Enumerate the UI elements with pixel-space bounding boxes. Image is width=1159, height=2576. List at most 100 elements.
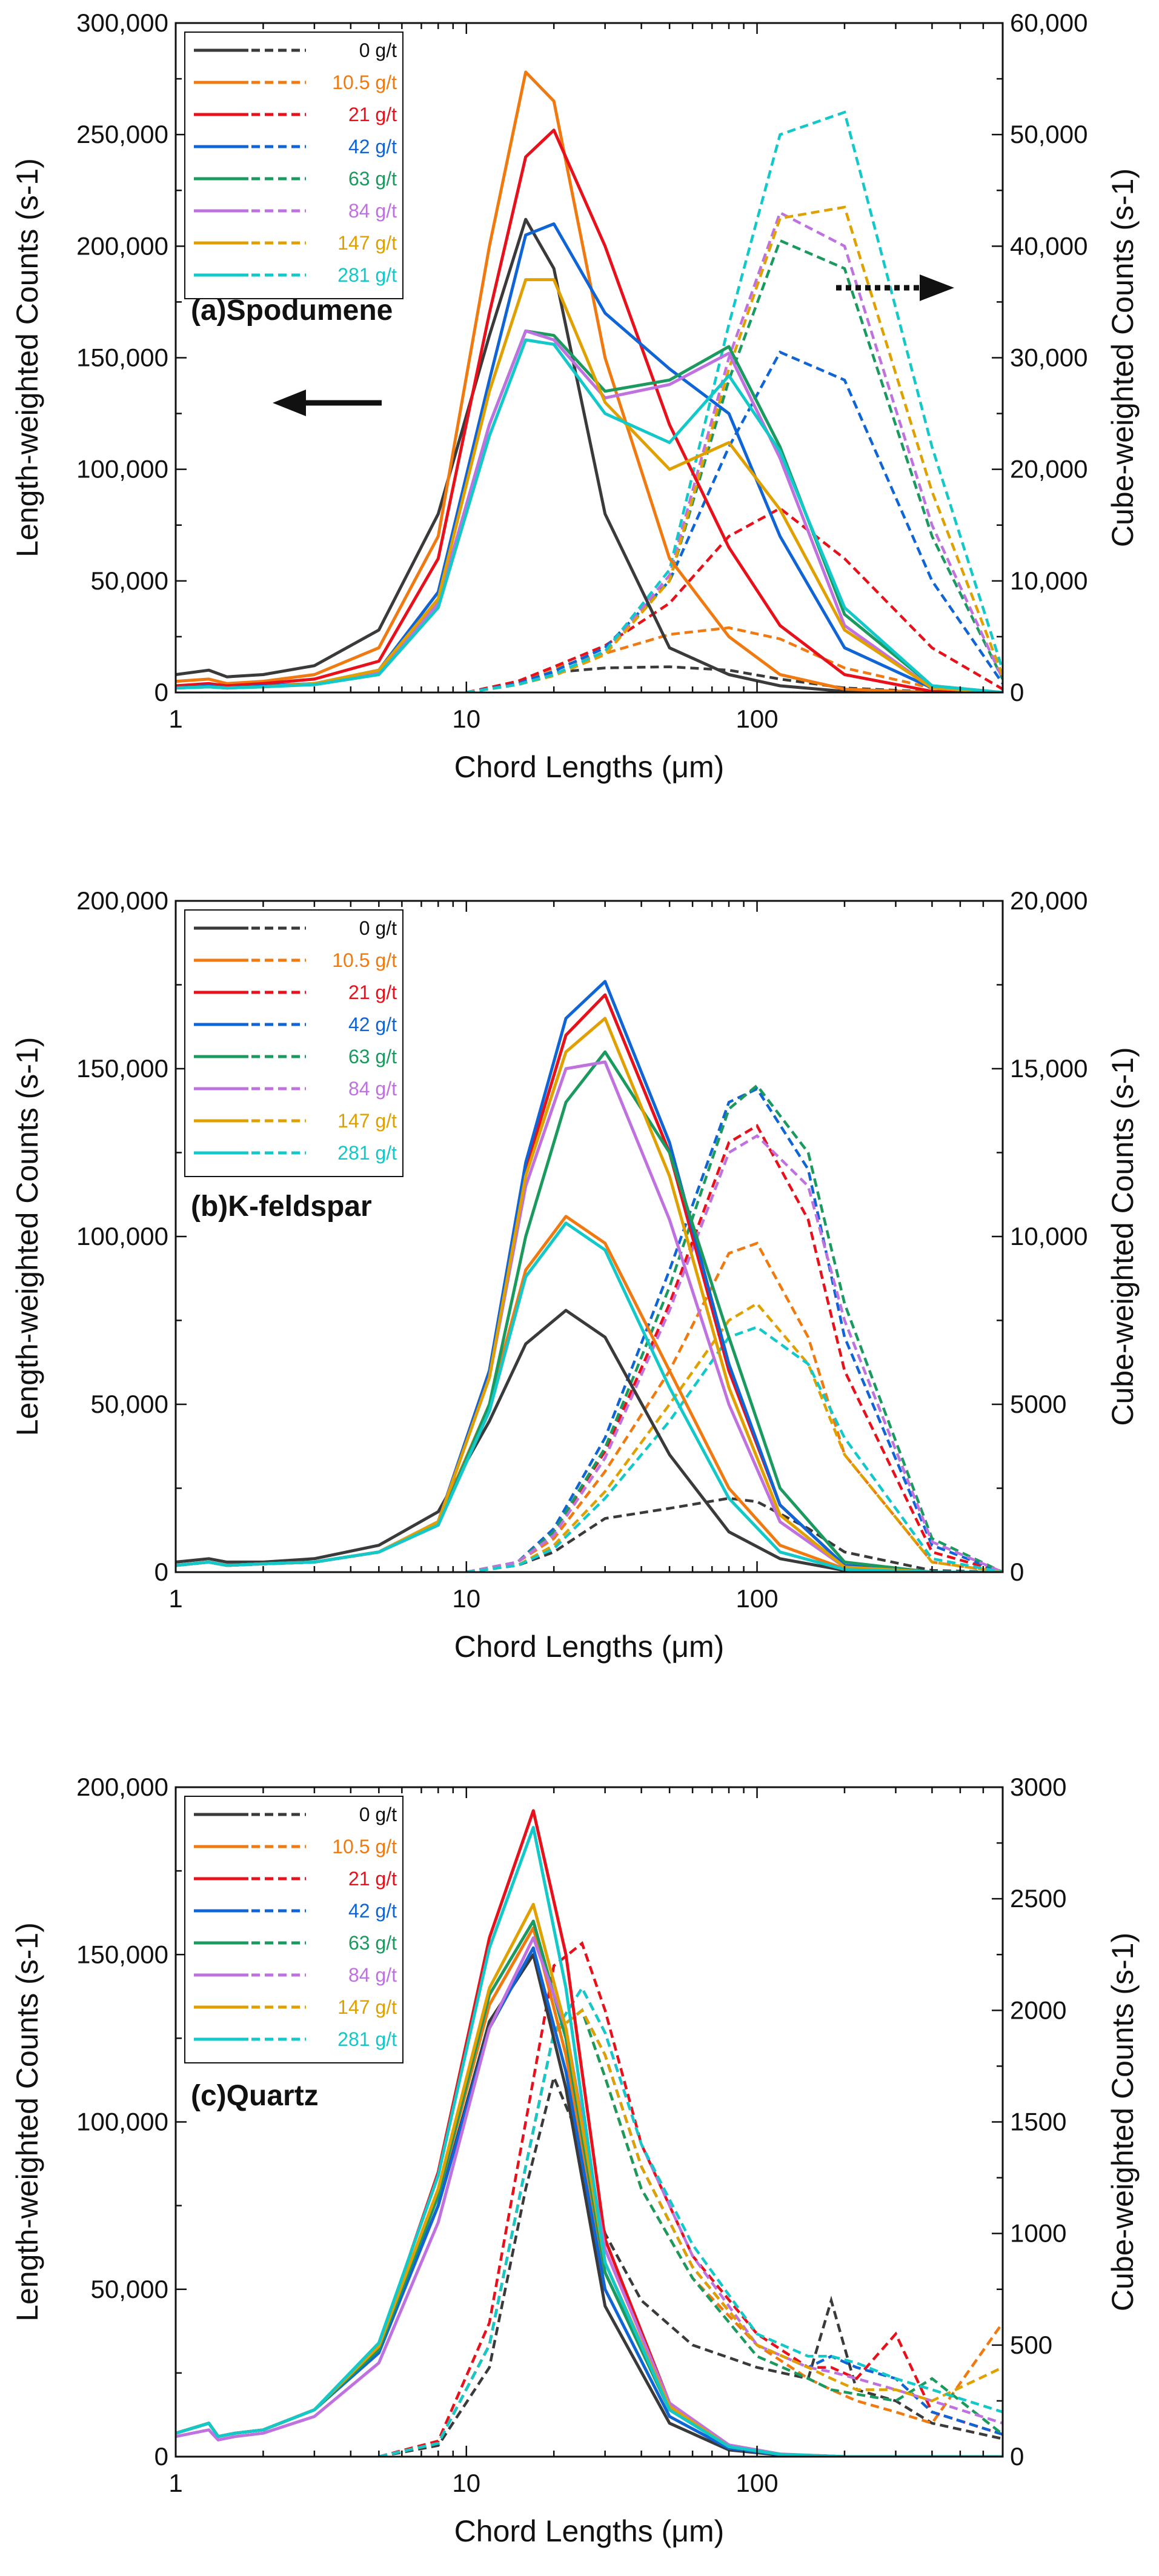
y2-tick-label: 20,000 xyxy=(1010,886,1088,915)
y-tick-label: 0 xyxy=(154,678,168,706)
panel-2: 1 10 100 0 50,000 100,000 150,000 200,000 0 5000 1… xyxy=(10,886,1140,1664)
legend-label: 281 g/t xyxy=(337,264,397,286)
y2-tick-label: 0 xyxy=(1010,2442,1024,2471)
y-tick-label: 250,000 xyxy=(76,120,168,148)
y-tick-label: 50,000 xyxy=(91,1390,168,1418)
legend-label: 21 g/t xyxy=(348,104,397,125)
legend-label: 42 g/t xyxy=(348,136,397,158)
series-dashed-147 xyxy=(466,1301,1003,1572)
series-dashed-42 xyxy=(466,1087,1003,1572)
x-tick-label: 100 xyxy=(736,705,779,733)
legend: 0 g/t 10.5 g/t 21 g/t 42 g/t 63 g/t 84 g/t 147… xyxy=(184,909,403,1177)
legend-label: 10.5 g/t xyxy=(332,949,397,971)
y-tick-label: 100,000 xyxy=(76,1222,168,1250)
legend-label: 42 g/t xyxy=(348,1014,397,1035)
y2-tick-label: 1000 xyxy=(1010,2219,1066,2248)
series-dashed-63 xyxy=(466,239,1003,692)
legend-label: 42 g/t xyxy=(348,1900,397,1922)
series-dashed-147 xyxy=(378,2008,1003,2457)
series-solid-10_5 xyxy=(176,70,1003,692)
panel-title: (c)Quartz xyxy=(191,2080,319,2112)
series-dashed-10_5 xyxy=(466,1241,1003,1572)
y2-tick-label: 500 xyxy=(1010,2331,1052,2359)
x-tick-label: 1 xyxy=(168,2469,182,2497)
left-arrow-head xyxy=(273,390,306,416)
legend-label: 84 g/t xyxy=(348,200,397,222)
series-solid-10_5 xyxy=(176,1215,1003,1572)
y-axis-title: Length-weighted Counts (s-1) xyxy=(10,1037,44,1436)
series-solid-147 xyxy=(176,278,1003,692)
legend-label: 281 g/t xyxy=(337,2028,397,2050)
y2-tick-label: 30,000 xyxy=(1010,344,1088,372)
y2-tick-label: 1500 xyxy=(1010,2108,1066,2136)
y-tick-label: 50,000 xyxy=(91,2275,168,2303)
y-axis-title: Length-weighted Counts (s-1) xyxy=(10,1922,44,2322)
y-tick-label: 100,000 xyxy=(76,455,168,483)
y2-tick-label: 5000 xyxy=(1010,1390,1066,1418)
series-dashed-42 xyxy=(466,350,1003,692)
legend: 0 g/t 10.5 g/t 21 g/t 42 g/t 63 g/t 84 g/t 147… xyxy=(184,32,403,299)
y2-tick-label: 10,000 xyxy=(1010,566,1088,595)
y2-axis-title: Cube-weighted Counts (s-1) xyxy=(1106,1047,1140,1426)
legend-box xyxy=(184,909,403,1177)
y-tick-label: 150,000 xyxy=(76,344,168,372)
series-dashed-281 xyxy=(378,1985,1003,2457)
legend-label: 0 g/t xyxy=(359,917,397,939)
series-dashed-84 xyxy=(466,1134,1003,1572)
y-tick-label: 300,000 xyxy=(76,8,168,37)
legend: 0 g/t 10.5 g/t 21 g/t 42 g/t 63 g/t 84 g/t 147… xyxy=(184,1796,403,2063)
series-solid-281 xyxy=(176,1221,1003,1572)
series-dashed-0 xyxy=(378,2073,1003,2457)
x-tick-label: 100 xyxy=(736,2469,779,2497)
y-tick-label: 0 xyxy=(154,1558,168,1586)
legend-label: 0 g/t xyxy=(359,1804,397,1825)
x-axis-title: Chord Lengths (μm) xyxy=(454,750,725,784)
y-tick-label: 100,000 xyxy=(76,2108,168,2136)
y-tick-label: 0 xyxy=(154,2442,168,2471)
x-tick-label: 1 xyxy=(168,705,182,733)
y2-tick-label: 10,000 xyxy=(1010,1222,1088,1250)
y-tick-label: 200,000 xyxy=(76,231,168,260)
y2-tick-label: 0 xyxy=(1010,678,1024,706)
series-dashed-84 xyxy=(378,1985,1003,2457)
series-dashed-21 xyxy=(378,1941,1003,2457)
legend-label: 147 g/t xyxy=(337,1110,397,1132)
legend-label: 281 g/t xyxy=(337,1142,397,1164)
legend-box xyxy=(184,32,403,299)
series-solid-21 xyxy=(176,128,1003,692)
legend-label: 63 g/t xyxy=(348,168,397,190)
y2-tick-label: 60,000 xyxy=(1010,8,1088,37)
y-tick-label: 50,000 xyxy=(91,566,168,595)
x-tick-label: 10 xyxy=(452,2469,480,2497)
series-solid-0 xyxy=(176,217,1003,692)
y-axis-title: Length-weighted Counts (s-1) xyxy=(10,158,44,557)
y2-axis-title: Cube-weighted Counts (s-1) xyxy=(1106,1933,1140,2311)
x-tick-label: 100 xyxy=(736,1584,779,1613)
series-dashed-21 xyxy=(466,506,1003,692)
series-solid-281 xyxy=(176,338,1003,692)
panel-title: (a)Spodumene xyxy=(191,294,393,327)
y2-tick-label: 15,000 xyxy=(1010,1054,1088,1083)
legend-label: 84 g/t xyxy=(348,1078,397,1100)
x-tick-label: 10 xyxy=(452,1584,480,1613)
series-solid-0 xyxy=(176,1309,1003,1572)
x-axis-title: Chord Lengths (μm) xyxy=(454,2514,725,2548)
legend-box xyxy=(184,1796,403,2063)
x-axis-title: Chord Lengths (μm) xyxy=(454,1630,725,1664)
legend-label: 10.5 g/t xyxy=(332,1836,397,1857)
series-solid-281 xyxy=(176,1825,1003,2457)
y2-axis-title: Cube-weighted Counts (s-1) xyxy=(1106,168,1140,547)
panel-3: 1 10 100050,000100,000150,000200,000050010… xyxy=(10,1773,1140,2548)
series-dashed-63 xyxy=(466,1083,1003,1572)
y2-tick-label: 2500 xyxy=(1010,1884,1066,1913)
y2-tick-label: 40,000 xyxy=(1010,231,1088,260)
legend-label: 21 g/t xyxy=(348,981,397,1003)
legend-label: 147 g/t xyxy=(337,1996,397,2018)
y-tick-label: 150,000 xyxy=(76,1940,168,1968)
legend-label: 63 g/t xyxy=(348,1046,397,1067)
series-dashed-281 xyxy=(466,110,1003,692)
panel-title: (b)K-feldspar xyxy=(191,1190,372,1223)
legend-label: 147 g/t xyxy=(337,232,397,254)
y2-tick-label: 20,000 xyxy=(1010,455,1088,483)
